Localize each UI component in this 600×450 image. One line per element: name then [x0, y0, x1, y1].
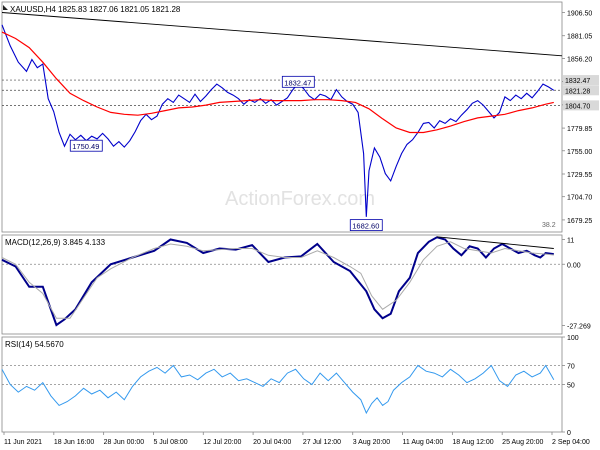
series-rsi	[1, 364, 555, 415]
y-tick-label: -27.269	[567, 324, 591, 331]
annotation-label: 1682.60	[352, 222, 379, 231]
series-moving-average	[1, 31, 554, 134]
annotation-label: 1832.47	[284, 78, 311, 87]
y-tick-label: 1856.20	[567, 56, 592, 63]
y-tick-label: 1881.05	[567, 34, 592, 41]
y-tick-label: 50	[567, 383, 575, 390]
watermark: ActionForex.com	[225, 188, 375, 210]
y-tick-label: 1779.85	[567, 126, 592, 133]
series-trendline	[1, 12, 563, 57]
y-tick-label: 11	[567, 238, 574, 245]
series-trendline	[436, 236, 554, 249]
y-tick-label: 0.00	[567, 262, 581, 269]
level-label-box	[563, 75, 599, 86]
x-tick-label: 11 Aug 04:00	[403, 439, 444, 446]
label-layer: 1679.251704.701729.551755.001779.851805.…	[4, 10, 599, 446]
annotation-box	[69, 139, 103, 152]
level-label-box	[563, 100, 599, 111]
x-tick-label: 18 Aug 12:00	[452, 439, 493, 446]
annotation-label: 1750.49	[72, 142, 99, 151]
level-label-box	[563, 85, 599, 96]
panel-frames	[1, 1, 565, 435]
series-macd	[1, 236, 554, 327]
y-tick-label: 100	[567, 335, 579, 342]
x-tick-label: 11 Jun 2021	[4, 439, 42, 446]
chart-header: XAUUSD,H4 1825.83 1827.06 1821.05 1821.2…	[3, 5, 181, 14]
x-tick-label: 2 Sep 04:00	[552, 439, 590, 446]
rsi-panel-title: RSI(14) 54.5670	[5, 340, 64, 349]
macd-panel-frame	[1, 234, 563, 335]
y-tick-label: 1906.50	[567, 10, 592, 17]
price-panel-frame	[1, 1, 563, 233]
x-tick-label: 20 Jul 04:00	[253, 439, 291, 446]
annotation-box	[349, 219, 383, 232]
x-tick-label: 25 Aug 20:00	[502, 439, 543, 446]
symbol-title: XAUUSD,H4	[10, 5, 56, 14]
symbol-menu-icon[interactable]	[3, 5, 8, 10]
x-tick-label: 3 Aug 20:00	[353, 439, 390, 446]
fib-corner-label: 38.2	[542, 222, 556, 229]
macd-panel-title: MACD(12,26,9) 3.845 4.133	[5, 238, 106, 247]
series-signal	[1, 241, 554, 319]
annotation-box	[281, 75, 315, 88]
x-tick-label: 28 Jun 00:00	[104, 439, 145, 446]
y-tick-label: 1704.70	[567, 195, 592, 202]
y-tick-label: 0	[567, 430, 571, 437]
level-label: 1821.28	[565, 88, 590, 95]
plot-layer	[1, 12, 563, 415]
y-tick-label: 1755.00	[567, 149, 592, 156]
y-tick-label: 1679.25	[567, 218, 592, 225]
x-tick-label: 27 Jul 12:00	[303, 439, 341, 446]
x-tick-label: 12 Jul 20:00	[203, 439, 241, 446]
x-tick-label: 5 Jul 08:00	[153, 439, 187, 446]
x-tick-label: 18 Jun 16:00	[54, 439, 95, 446]
y-tick-label: 70	[567, 364, 575, 371]
series-price	[1, 24, 555, 217]
ohlc-readout: 1825.83 1827.06 1821.05 1821.28	[58, 5, 181, 14]
level-label: 1804.70	[565, 103, 590, 110]
y-tick-label: 1729.55	[567, 172, 592, 179]
level-label: 1832.47	[565, 78, 590, 85]
